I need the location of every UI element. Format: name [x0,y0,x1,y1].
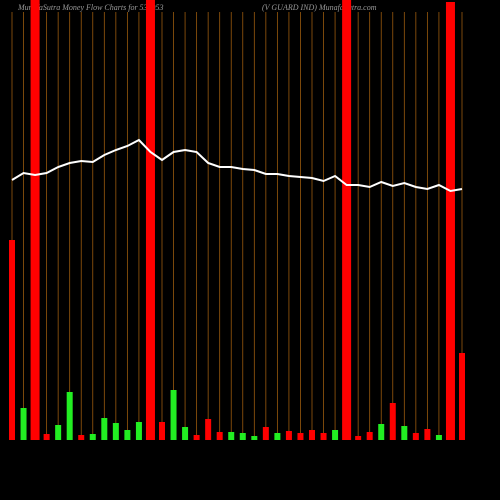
bar [228,432,235,440]
bar [445,2,455,440]
bar [297,433,304,440]
bar [170,390,177,440]
bar [424,429,431,440]
bar [401,426,408,440]
chart-subtitle: (V GUARD IND) MunafaSutra.com [262,3,377,12]
chart-title: MunafaSutra Money Flow Charts for 532953 [17,3,164,12]
bar [366,432,373,440]
bar [159,422,165,440]
bar [101,418,108,440]
bar [135,422,142,440]
bar [320,433,327,440]
bar [459,353,465,440]
bar [89,434,96,440]
bar [205,419,212,440]
bar [389,403,396,440]
bar [9,240,15,440]
bar [412,433,419,440]
bar [355,436,362,440]
bar [193,435,200,440]
bar [124,430,131,440]
bar [274,433,281,440]
bar [43,434,50,440]
bar [66,392,73,440]
bar [239,433,246,440]
bar [182,427,189,440]
bar [112,423,119,440]
bar [55,425,62,440]
bar [262,427,269,440]
bar [285,431,292,440]
bar [30,0,40,440]
money-flow-line [11,138,463,193]
bar [145,0,155,440]
bar [342,0,352,440]
bar [309,430,315,440]
bar [251,436,258,440]
bar [216,432,223,440]
bar [435,435,442,440]
bar [20,408,27,440]
bar [332,430,339,440]
bar [378,424,385,440]
bar [78,435,85,440]
